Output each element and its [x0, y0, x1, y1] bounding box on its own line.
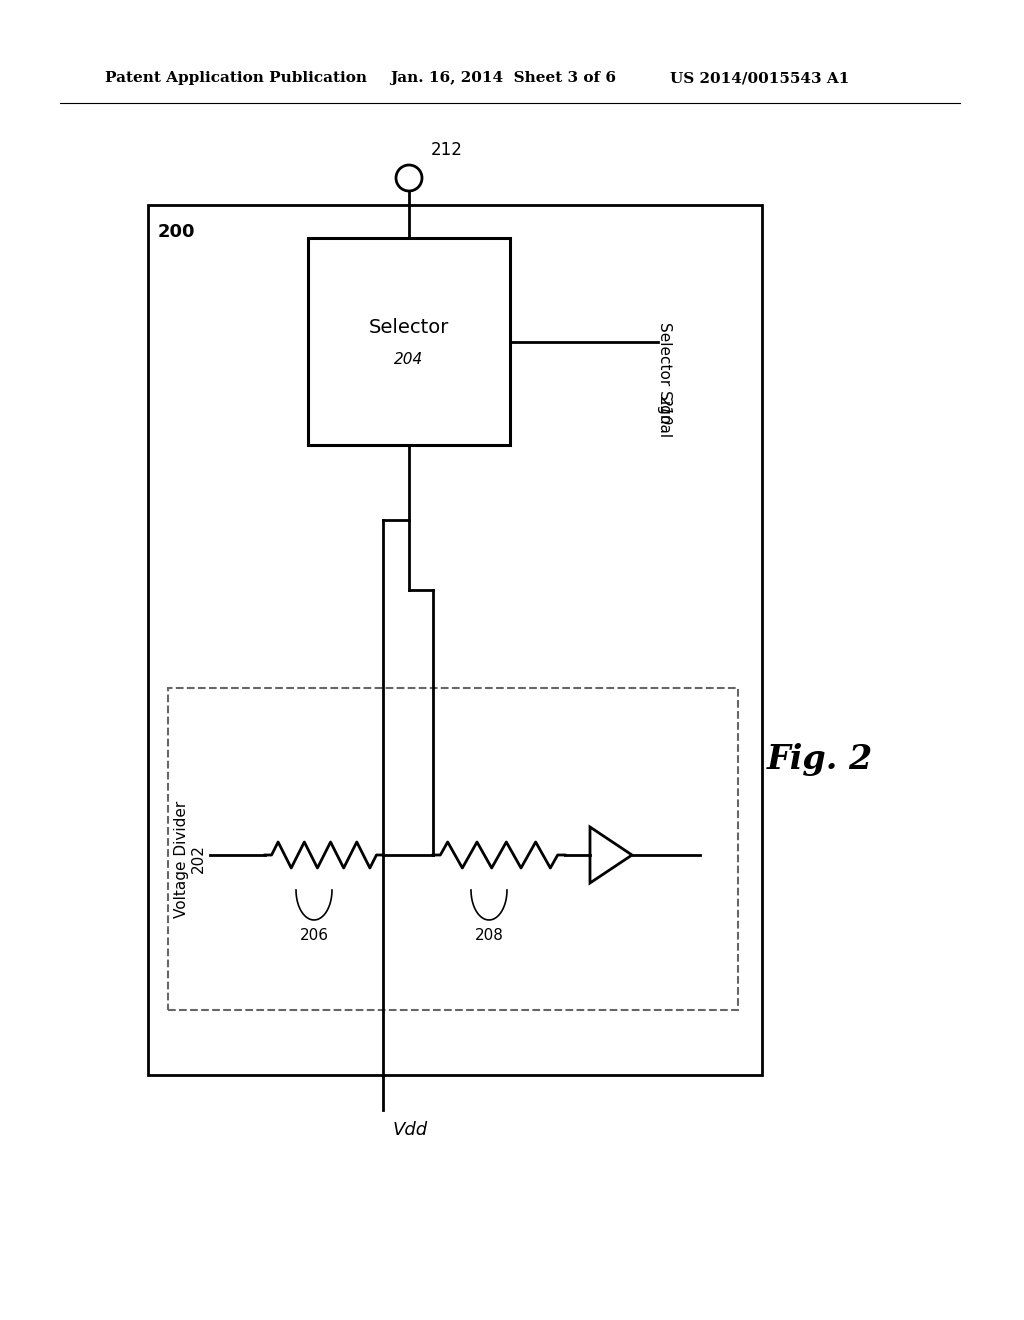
Text: 204: 204 — [394, 352, 424, 367]
Text: US 2014/0015543 A1: US 2014/0015543 A1 — [670, 71, 849, 84]
Bar — [168, 688, 738, 1010]
Text: Fig. 2: Fig. 2 — [767, 743, 873, 776]
Text: 208: 208 — [474, 928, 504, 942]
Bar — [148, 205, 762, 1074]
Text: Vdd: Vdd — [393, 1121, 428, 1139]
Text: Selector Signal: Selector Signal — [657, 322, 672, 437]
Bar — [308, 238, 510, 445]
Text: Selector: Selector — [369, 318, 450, 337]
Text: Voltage Divider
202: Voltage Divider 202 — [174, 800, 206, 917]
Text: Jan. 16, 2014  Sheet 3 of 6: Jan. 16, 2014 Sheet 3 of 6 — [390, 71, 616, 84]
Text: 212: 212 — [431, 141, 463, 158]
Text: 206: 206 — [299, 928, 329, 942]
Text: 200: 200 — [158, 223, 196, 242]
Text: Patent Application Publication: Patent Application Publication — [105, 71, 367, 84]
Text: 210: 210 — [657, 396, 672, 426]
